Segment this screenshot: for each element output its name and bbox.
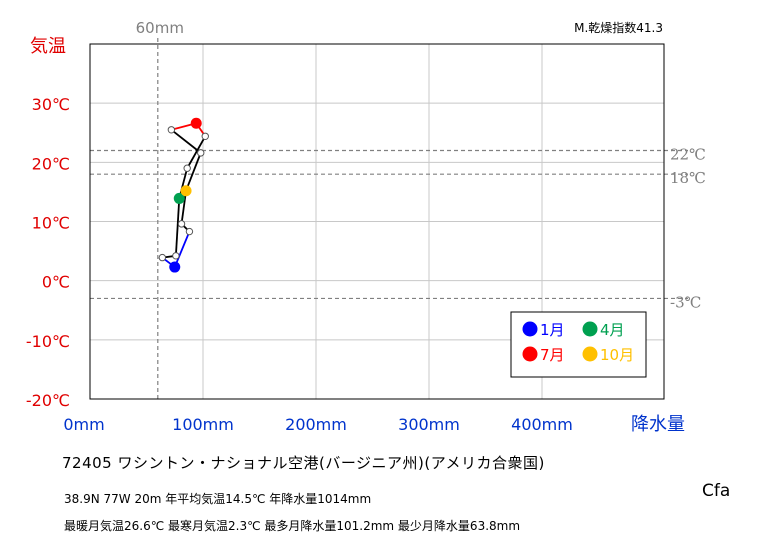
legend-label: 7月 [540, 346, 565, 364]
month-segment [170, 129, 202, 154]
extremes-summary: 最暖月気温26.6℃ 最寒月気温2.3℃ 最多月降水量101.2mm 最少月降水… [64, 519, 521, 533]
month-segment [173, 231, 191, 268]
dryness-index-label: M.乾燥指数41.3 [574, 20, 663, 35]
y-tick-label: 20℃ [32, 154, 70, 173]
legend-marker [582, 346, 598, 362]
temp-threshold-label: 18℃ [670, 169, 706, 187]
month-point [197, 149, 205, 157]
legend-marker [522, 346, 538, 362]
x-tick-label: 300mm [398, 415, 460, 434]
precip-threshold-label: 60mm [136, 19, 184, 37]
x-tick-label: 100mm [172, 415, 234, 434]
x-tick-label: 200mm [285, 415, 347, 434]
month-point [185, 227, 194, 236]
y-tick-label: 30℃ [32, 95, 70, 114]
legend-marker [582, 321, 598, 337]
y-axis-title: 気温 [30, 36, 66, 57]
location-summary: 38.9N 77W 20m 年平均気温14.5℃ 年降水量1014mm [64, 492, 372, 506]
month-point [201, 132, 209, 141]
month-segment [186, 135, 207, 169]
month-segment [185, 152, 202, 192]
y-tick-label: -20℃ [26, 391, 70, 410]
month-point [172, 252, 180, 260]
month-segment [180, 190, 187, 224]
station-name: 72405 ワシントン・ナショナル空港(バージニア州)(アメリカ合衆国) [62, 454, 545, 472]
month-point [167, 126, 176, 134]
x-tick-label: 0mm [63, 415, 104, 434]
month-point [183, 164, 191, 172]
legend-marker [522, 321, 538, 337]
y-tick-label: 0℃ [42, 273, 70, 292]
month-point [180, 185, 192, 197]
y-tick-label: -10℃ [26, 332, 70, 351]
temp-threshold-label: -3℃ [670, 293, 701, 311]
x-tick-label: 400mm [511, 415, 573, 434]
x-axis-title: 降水量 [631, 414, 685, 435]
temp-threshold-label: 22℃ [670, 146, 706, 164]
month-point [177, 220, 186, 228]
month-segment [174, 198, 181, 256]
legend-label: 4月 [600, 321, 625, 339]
month-point [169, 261, 181, 273]
legend-label: 1月 [540, 321, 565, 339]
climograph: 60mm 22℃ 18℃ -3℃ -20℃ -10℃ 0℃ 10℃ 20℃ 30℃ 0mm 100mm… [26, 19, 706, 435]
y-tick-label: 10℃ [32, 214, 70, 233]
climate-classification: Cfa [702, 481, 731, 501]
legend-label: 10月 [600, 346, 634, 364]
month-point [173, 192, 185, 204]
month-point [158, 253, 167, 262]
plot-frame [89, 43, 665, 400]
month-point [190, 117, 202, 129]
